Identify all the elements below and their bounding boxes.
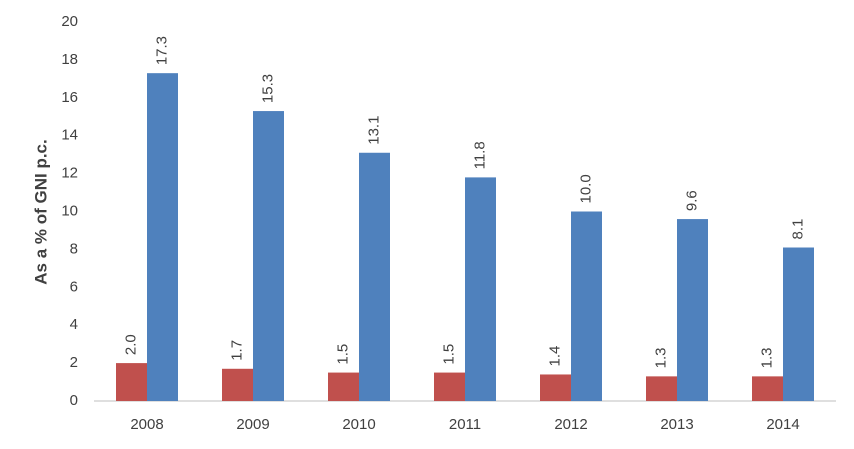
y-tick-label: 10 xyxy=(61,202,78,219)
data-label: 1.3 xyxy=(652,348,669,369)
bar xyxy=(783,247,814,401)
data-label: 8.1 xyxy=(789,219,806,240)
bar xyxy=(116,363,147,401)
y-axis-label: As a % of GNI p.c. xyxy=(31,139,50,284)
data-label: 1.7 xyxy=(228,340,245,361)
data-label: 13.1 xyxy=(365,116,382,145)
y-tick-label: 16 xyxy=(61,89,78,106)
bar xyxy=(677,219,708,401)
data-label: 1.5 xyxy=(334,344,351,365)
data-label: 2.0 xyxy=(122,334,139,355)
data-label: 15.3 xyxy=(259,74,276,103)
bar xyxy=(540,374,571,401)
x-tick-label: 2011 xyxy=(449,416,481,433)
x-tick-label: 2008 xyxy=(130,416,163,433)
y-tick-label: 0 xyxy=(70,392,78,409)
bar xyxy=(434,372,465,401)
bar xyxy=(328,372,359,401)
x-tick-label: 2013 xyxy=(660,416,693,433)
y-tick-label: 14 xyxy=(61,127,78,144)
data-label: 9.6 xyxy=(683,190,700,211)
x-tick-label: 2014 xyxy=(766,416,799,433)
y-tick-label: 2 xyxy=(70,354,78,371)
data-label: 10.0 xyxy=(577,174,594,203)
x-tick-label: 2009 xyxy=(236,416,269,433)
bar xyxy=(646,376,677,401)
data-label: 1.5 xyxy=(440,344,457,365)
data-label: 11.8 xyxy=(471,141,488,169)
y-tick-label: 6 xyxy=(70,278,78,295)
data-label: 1.4 xyxy=(546,346,563,367)
data-label: 1.3 xyxy=(758,348,775,369)
y-tick-label: 12 xyxy=(61,165,78,182)
x-tick-label: 2012 xyxy=(554,416,587,433)
bar xyxy=(147,73,178,401)
y-tick-label: 4 xyxy=(70,316,78,333)
y-tick-label: 20 xyxy=(61,13,78,30)
bar xyxy=(465,177,496,401)
bar xyxy=(359,152,390,401)
y-tick-label: 8 xyxy=(70,240,78,257)
data-label: 17.3 xyxy=(153,36,170,65)
bar xyxy=(253,111,284,401)
y-tick-label: 18 xyxy=(61,51,78,68)
bar xyxy=(222,368,253,401)
bar xyxy=(571,211,602,401)
bar xyxy=(752,376,783,401)
x-tick-label: 2010 xyxy=(342,416,375,433)
